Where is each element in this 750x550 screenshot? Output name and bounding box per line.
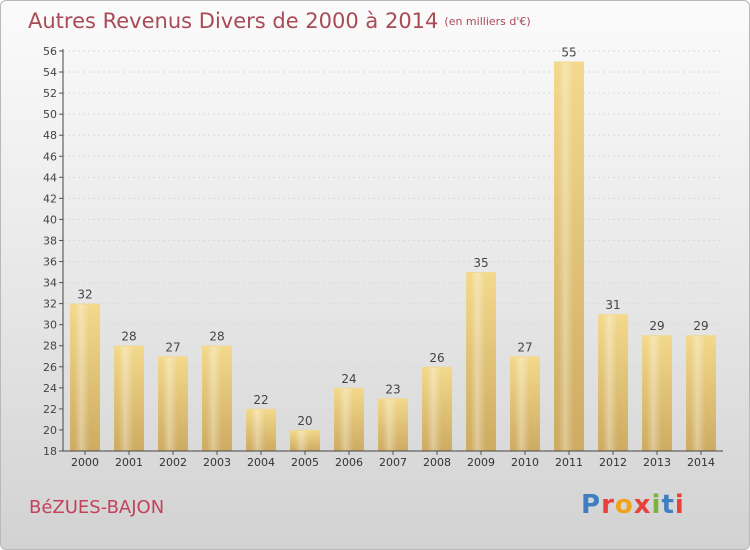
y-tick-label: 42	[43, 192, 57, 205]
y-tick-label: 34	[43, 277, 57, 290]
y-tick-label: 48	[43, 129, 57, 142]
y-tick-label: 26	[43, 361, 57, 374]
bar-highlight	[426, 367, 442, 451]
x-tick-label: 2006	[335, 456, 363, 469]
chart-title: Autres Revenus Divers de 2000 à 2014 (en …	[28, 9, 531, 33]
bar-highlight	[470, 273, 486, 451]
value-label: 29	[693, 319, 708, 333]
value-label: 27	[165, 340, 180, 354]
x-tick-label: 2013	[643, 456, 671, 469]
y-tick-label: 28	[43, 340, 57, 353]
bar-highlight	[646, 336, 662, 451]
logo-letter: i	[674, 490, 685, 520]
y-tick-label: 54	[43, 66, 57, 79]
bar-highlight	[250, 409, 266, 451]
commune-name: BéZUES-BAJON	[29, 497, 165, 518]
logo-letter: o	[614, 490, 634, 520]
value-label: 32	[77, 288, 92, 302]
bar-highlight	[558, 62, 574, 452]
bars	[70, 61, 716, 452]
chart-title-text: Autres Revenus Divers de 2000 à 2014	[28, 9, 439, 33]
logo-letter: i	[651, 490, 662, 520]
y-tick-label: 38	[43, 234, 57, 247]
logo-letter: r	[601, 490, 615, 520]
x-tick-label: 2004	[247, 456, 275, 469]
y-tick-label: 56	[43, 45, 57, 58]
y-tick-label: 46	[43, 150, 57, 163]
x-tick-label: 2001	[115, 456, 143, 469]
y-tick-label: 50	[43, 108, 57, 121]
value-label: 28	[121, 330, 136, 344]
chart-subtitle: (en milliers d'€)	[444, 15, 531, 28]
y-tick-label: 30	[43, 319, 57, 332]
y-tick-label: 32	[43, 298, 57, 311]
value-label: 31	[605, 298, 620, 312]
y-tick-label: 36	[43, 256, 57, 269]
x-tick-label: 2012	[599, 456, 627, 469]
proxiti-logo[interactable]: Proxiti	[581, 490, 685, 520]
bar-highlight	[294, 430, 310, 451]
y-tick-label: 40	[43, 213, 57, 226]
value-label: 24	[341, 372, 356, 386]
logo-letter: P	[581, 490, 602, 520]
value-label: 29	[649, 319, 664, 333]
y-tick-label: 18	[43, 445, 57, 458]
value-labels: 32 28 27 28 22 20 24 23 26 35 27 55 31 29 29	[77, 46, 708, 428]
bar-highlight	[382, 399, 398, 451]
bar-highlight	[514, 357, 530, 451]
value-label: 27	[517, 340, 532, 354]
value-label: 28	[209, 330, 224, 344]
x-tick-label: 2010	[511, 456, 539, 469]
value-label: 35	[473, 256, 488, 270]
x-tick-label: 2009	[467, 456, 495, 469]
x-tick-label: 2011	[555, 456, 583, 469]
y-tick-label: 22	[43, 403, 57, 416]
y-tick-label: 20	[43, 424, 57, 437]
bar-highlight	[602, 315, 618, 451]
x-tick-label: 2002	[159, 456, 187, 469]
logo-letter: x	[633, 490, 652, 520]
value-label: 22	[253, 393, 268, 407]
bar-highlight	[74, 304, 90, 451]
x-tick-label: 2014	[687, 456, 715, 469]
x-tick-label: 2003	[203, 456, 231, 469]
bar-highlight	[338, 388, 354, 451]
x-tick-label: 2007	[379, 456, 407, 469]
bar-highlight	[162, 357, 178, 451]
value-label: 55	[561, 46, 576, 60]
y-tick-label: 24	[43, 382, 57, 395]
value-label: 23	[385, 382, 400, 396]
axes: 18 20 22 24 26 28 30 32 34 36 38 40 42 44 46 48 50 52 54 56…	[43, 45, 723, 469]
y-tick-label: 52	[43, 87, 57, 100]
logo-letter: t	[661, 490, 675, 520]
value-label: 20	[297, 414, 312, 428]
value-label: 26	[429, 351, 444, 365]
x-tick-label: 2005	[291, 456, 319, 469]
x-tick-label: 2000	[71, 456, 99, 469]
bar-highlight	[206, 346, 222, 451]
y-tick-label: 44	[43, 171, 57, 184]
bar-highlight	[690, 336, 706, 451]
x-tick-label: 2008	[423, 456, 451, 469]
bar-highlight	[118, 346, 134, 451]
